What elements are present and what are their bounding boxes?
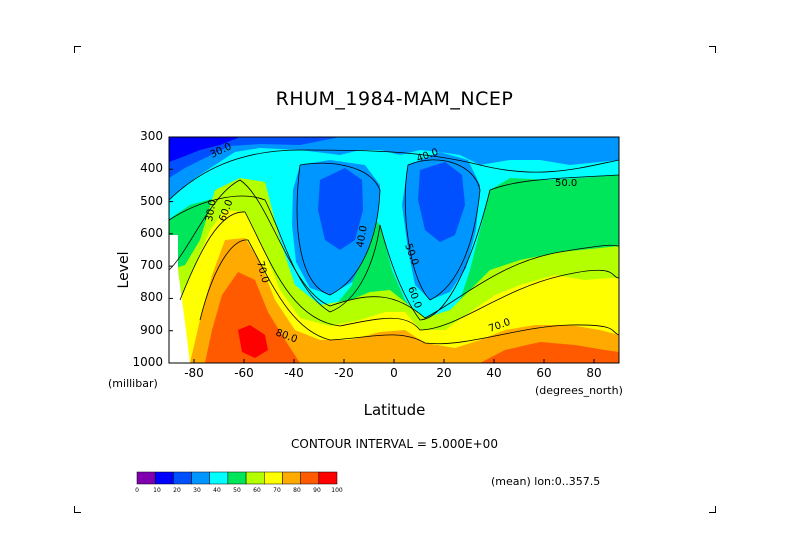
contour-line-4 <box>179 211 619 331</box>
y-axis-unit: (millibar) <box>108 377 158 390</box>
y-tick-label: 1000 <box>132 355 163 369</box>
colorbar-swatch <box>191 471 210 485</box>
missing-region <box>169 235 190 363</box>
fill-band-90 <box>238 325 268 358</box>
fill-band-20 <box>169 137 340 178</box>
trough-north-core <box>418 162 465 242</box>
colorbar-tick-label: 90 <box>313 487 321 494</box>
x-axis-label: Latitude <box>363 401 426 419</box>
colorbar-swatch <box>227 471 247 485</box>
trough-south-core <box>318 168 363 250</box>
crop-mark-bottom-left <box>74 506 81 513</box>
colorbar-tick-label: 20 <box>173 487 181 494</box>
x-tick-label: 0 <box>390 366 398 380</box>
x-tick-label: 20 <box>436 366 452 380</box>
x-tick-label: 40 <box>486 366 502 380</box>
x-tick-label: -20 <box>334 366 354 380</box>
fill-band-30 <box>169 137 619 200</box>
x-axis-unit: (degrees_north) <box>535 384 623 397</box>
y-tick-label: 600 <box>140 225 163 240</box>
x-tick-label: 80 <box>586 366 602 380</box>
contour-interval-note: CONTOUR INTERVAL = 5.000E+00 <box>291 437 498 451</box>
contour-line-5 <box>199 239 619 345</box>
contour-line-3 <box>169 179 619 319</box>
colorbar-tick-label: 40 <box>213 487 221 494</box>
contour-line-1 <box>169 149 619 201</box>
mean-longitude-note: (mean) lon:0..357.5 <box>491 475 601 488</box>
colorbar-swatch <box>282 471 301 485</box>
colorbar-tick-label: 60 <box>253 487 261 494</box>
colorbar-tick-label: 80 <box>293 487 301 494</box>
crop-mark-top-left <box>74 46 81 53</box>
colorbar-tick-label: 0 <box>135 487 139 494</box>
chart-title: RHUM_1984-MAM_NCEP <box>275 88 514 110</box>
x-tick-label: -60 <box>234 366 254 380</box>
y-tick-label: 700 <box>140 258 163 273</box>
y-tick-label: 400 <box>140 161 163 176</box>
colorbar-swatch <box>154 471 174 485</box>
colorbar-swatch <box>318 471 338 485</box>
contour-line-6 <box>296 162 381 296</box>
crop-mark-top-right <box>709 46 716 53</box>
contour-label: 50.0 <box>555 178 577 189</box>
colorbar-swatch <box>245 471 265 485</box>
contour-line-7 <box>404 159 481 301</box>
colorbar-tick-label: 10 <box>153 487 161 494</box>
colorbar-swatch <box>173 471 192 485</box>
contour-label: 30.0 <box>204 199 219 223</box>
contour-label: 40.0 <box>355 225 370 249</box>
fill-band-80 <box>190 238 619 363</box>
colorbar-tick-label: 50 <box>233 487 241 494</box>
x-tick-label: 60 <box>536 366 552 380</box>
colorbar-swatch <box>209 471 229 485</box>
colorbar-tick-label: 100 <box>331 487 343 494</box>
colorbar-swatch <box>300 471 320 485</box>
colorbar-tick-label: 70 <box>273 487 281 494</box>
y-tick-label: 500 <box>140 193 163 208</box>
contour-line-2 <box>169 174 619 321</box>
colorbar-swatch <box>264 471 283 485</box>
crop-mark-bottom-right <box>709 506 716 513</box>
x-tick-label: -40 <box>284 366 304 380</box>
fill-band-10 <box>169 137 240 162</box>
colorbar-tick-label: 30 <box>193 487 201 494</box>
x-tick-label: -80 <box>184 366 204 380</box>
y-tick-label: 800 <box>140 290 163 305</box>
y-tick-label: 300 <box>140 129 163 143</box>
colorbar-swatch <box>136 471 156 485</box>
y-tick-label: 900 <box>140 322 163 337</box>
